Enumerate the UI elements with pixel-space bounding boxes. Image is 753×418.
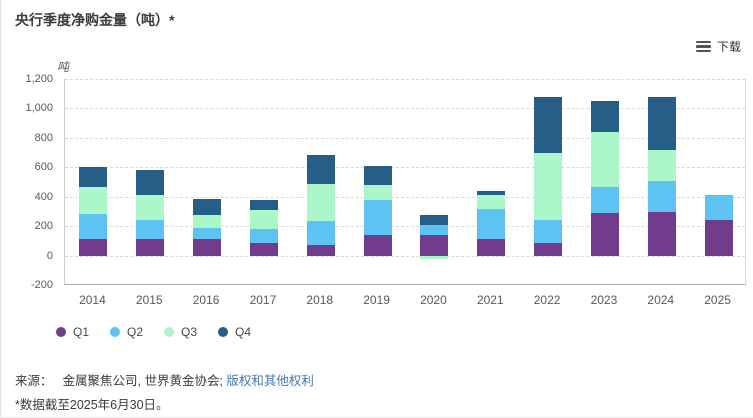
y-tick-label: 200 (34, 220, 53, 233)
x-tick-label-2023: 2023 (590, 293, 618, 307)
bar-segment-q2-2018[interactable] (306, 221, 335, 246)
footnote: *数据截至2025年6月30日。 (15, 398, 169, 412)
x-tick-label-2015: 2015 (135, 293, 163, 307)
bar-segment-q3-2021[interactable] (477, 194, 506, 209)
bar-segment-q2-2025[interactable] (704, 195, 733, 220)
gridline (65, 137, 745, 139)
bar-segment-q3-2019[interactable] (363, 184, 392, 200)
legend-marker-q2 (110, 327, 121, 337)
legend: Q1 Q2 Q3 Q4 (56, 325, 251, 339)
bar-segment-q3-2020[interactable] (420, 255, 449, 259)
bar-segment-q4-2020[interactable] (420, 215, 449, 226)
x-tick-label-2017: 2017 (249, 293, 277, 307)
bar-segment-q2-2022[interactable] (534, 220, 563, 244)
bar-segment-q2-2021[interactable] (477, 208, 506, 240)
bar-segment-q1-2020[interactable] (420, 234, 449, 256)
bar-segment-q1-2016[interactable] (193, 238, 222, 256)
bar-segment-q3-2023[interactable] (590, 131, 619, 188)
x-tick-label-2018: 2018 (306, 293, 334, 307)
y-tick-label: 1,000 (25, 102, 53, 115)
legend-marker-q3 (164, 327, 175, 337)
source-text: 金属聚焦公司, 世界黄金协会; (62, 374, 223, 388)
y-tick-label: -200 (30, 279, 53, 291)
bar-segment-q4-2017[interactable] (249, 200, 278, 211)
download-label: 下载 (716, 40, 741, 54)
bar-segment-q4-2021[interactable] (477, 190, 506, 195)
bar-segment-q4-2022[interactable] (534, 96, 563, 153)
gridline (65, 196, 745, 198)
plot-area (64, 79, 746, 285)
legend-item-q4[interactable]: Q4 (218, 325, 251, 339)
bar-segment-q1-2021[interactable] (477, 239, 506, 256)
gridline (65, 79, 745, 80)
bar-segment-q2-2023[interactable] (590, 187, 619, 214)
y-tick-label: 400 (34, 190, 53, 203)
bar-segment-q1-2017[interactable] (249, 242, 278, 256)
legend-item-q2[interactable]: Q2 (110, 325, 143, 339)
legend-item-q1[interactable]: Q1 (56, 325, 89, 339)
bar-segment-q4-2018[interactable] (306, 155, 335, 184)
source-prefix: 来源： (15, 374, 53, 388)
bar-segment-q1-2022[interactable] (534, 243, 563, 256)
bar-segment-q3-2017[interactable] (249, 210, 278, 229)
x-tick-label-2016: 2016 (192, 293, 220, 307)
bar-segment-q3-2022[interactable] (534, 152, 563, 221)
bar-segment-q1-2014[interactable] (79, 238, 108, 256)
bar-segment-q1-2018[interactable] (306, 245, 335, 256)
bar-segment-q3-2014[interactable] (79, 187, 108, 215)
bar-segment-q2-2014[interactable] (79, 214, 108, 239)
source-line: 来源： 金属聚焦公司, 世界黄金协会; 版权和其他权利 (15, 370, 314, 389)
gridline (65, 167, 745, 169)
bar-segment-q4-2015[interactable] (136, 170, 165, 196)
bar-segment-q3-2015[interactable] (136, 195, 165, 221)
y-tick-label: 0 (46, 249, 53, 262)
bar-segment-q4-2023[interactable] (590, 100, 619, 132)
source-link[interactable]: 版权和其他权利 (226, 374, 314, 388)
bar-segment-q2-2020[interactable] (420, 225, 449, 235)
legend-label-q1: Q1 (73, 325, 90, 339)
x-tick-label-2025: 2025 (704, 293, 731, 307)
bar-segment-q1-2019[interactable] (363, 234, 392, 256)
bar-segment-q4-2019[interactable] (363, 165, 392, 185)
x-tick-label-2024: 2024 (647, 293, 675, 307)
legend-item-q3[interactable]: Q3 (164, 325, 197, 339)
bar-segment-q4-2014[interactable] (79, 166, 108, 188)
x-tick-label-2022: 2022 (533, 293, 561, 307)
download-button[interactable]: 下载 (695, 38, 741, 55)
bar-segment-q2-2015[interactable] (136, 220, 165, 240)
legend-marker-q1 (56, 327, 66, 337)
bar-segment-q1-2025[interactable] (704, 219, 733, 256)
chart-title: 央行季度净购金量（吨）* (15, 12, 175, 28)
bar-segment-q4-2016[interactable] (193, 199, 222, 215)
gridline (65, 226, 745, 228)
legend-label-q3: Q3 (181, 325, 198, 339)
gridline (65, 108, 745, 110)
bar-segment-q2-2016[interactable] (193, 227, 222, 239)
legend-label-q4: Q4 (235, 325, 252, 339)
y-tick-label: 600 (34, 161, 53, 174)
legend-marker-q4 (218, 327, 229, 337)
x-tick-label-2014: 2014 (79, 293, 106, 307)
bar-segment-q3-2018[interactable] (306, 183, 335, 222)
y-tick-label: 800 (34, 131, 53, 144)
bar-segment-q1-2015[interactable] (136, 239, 165, 256)
bar-segment-q3-2016[interactable] (193, 214, 222, 228)
y-tick-label: 1,200 (25, 73, 53, 85)
legend-label-q2: Q2 (127, 325, 144, 339)
bar-segment-q2-2024[interactable] (647, 180, 676, 212)
bar-segment-q2-2017[interactable] (249, 228, 278, 243)
hamburger-menu-icon (695, 39, 711, 55)
x-tick-label-2020: 2020 (420, 293, 447, 307)
x-tick-label-2019: 2019 (363, 293, 390, 307)
bar-segment-q2-2019[interactable] (363, 199, 392, 235)
bar-segment-q1-2023[interactable] (590, 213, 619, 256)
gridline (65, 255, 745, 257)
bar-segment-q4-2024[interactable] (647, 96, 676, 150)
x-tick-label-2021: 2021 (476, 293, 504, 307)
bar-segment-q3-2024[interactable] (647, 149, 676, 181)
y-axis-unit-label: 吨 (56, 60, 69, 74)
bar-segment-q1-2024[interactable] (647, 211, 676, 256)
